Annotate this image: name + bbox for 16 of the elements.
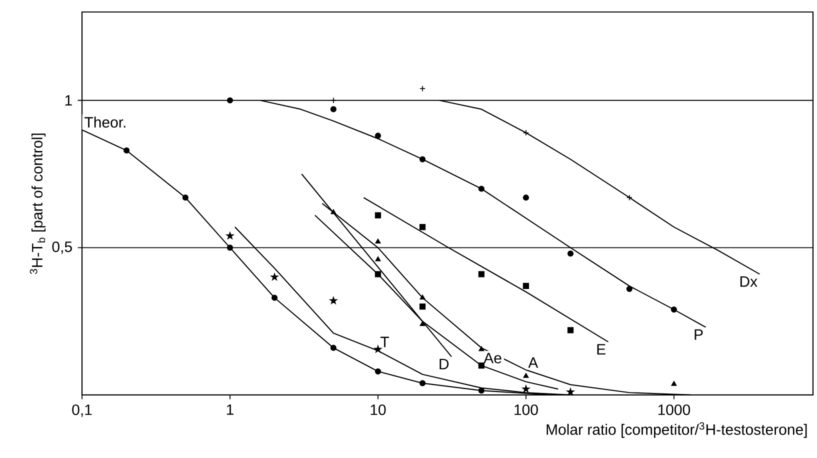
annotation: D [440,358,449,370]
x-tick-label: 1000 [658,404,690,416]
annotation: Dx [740,276,758,287]
x-tick-label: 0,1 [72,404,92,417]
x-tick-label: 10 [370,404,386,416]
x-tick-label: 1 [226,404,234,415]
annotation: P [694,329,703,340]
annotation: A [528,357,538,368]
annotation: Theor. [84,116,126,128]
x-axis-title: Molar ratio [competitor/$^{3}$H-testosterone] [546,422,807,438]
x-tick-label: 100 [514,404,538,416]
annotation: Ae [484,352,502,364]
annotation: T [380,336,389,348]
y-axis-title: $^{3}$H-T$_{b}$ [part of control] [30,134,46,274]
y-tick-label: 0,5 [52,241,72,254]
annotation: E [597,344,606,354]
